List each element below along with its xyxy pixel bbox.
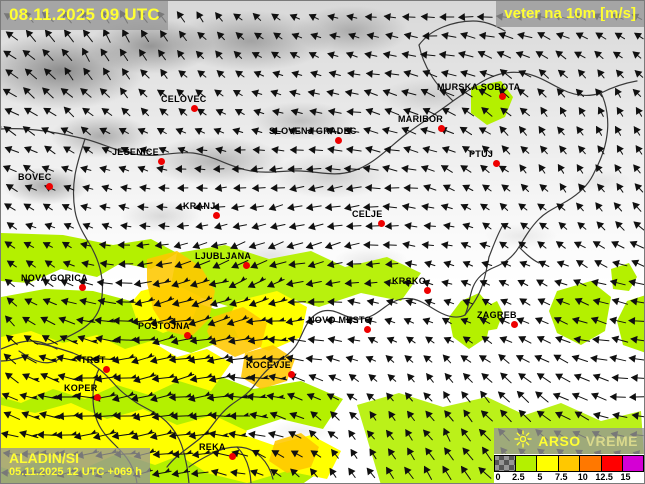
arso-vreme-logo[interactable]: ARSO VREME <box>494 428 644 454</box>
city-label: KOCEVJE <box>246 360 292 370</box>
city-dot-icon <box>335 137 342 144</box>
colorbar-swatch <box>515 455 538 472</box>
colorbar-swatch <box>494 455 516 472</box>
city-label: CELOVEC <box>161 94 207 104</box>
colorbar-swatch <box>580 455 602 472</box>
city-label: MARIBOR <box>398 114 444 124</box>
city-dot-icon <box>364 326 371 333</box>
colorbar: 0 2.5 5 7.5 10 12.5 15 <box>494 454 644 483</box>
city-label: CELJE <box>352 209 383 219</box>
colorbar-swatch <box>558 455 581 472</box>
colorbar-tick-label: 0 <box>495 472 501 482</box>
city-label: REKA <box>199 442 226 452</box>
colorbar-swatch <box>601 455 624 472</box>
colorbar-tick-label: 10 <box>577 472 588 482</box>
colorbar-tick-label: 12.5 <box>595 472 613 482</box>
city-dot-icon <box>288 371 295 378</box>
city-label: PTUJ <box>469 149 494 159</box>
sun-icon <box>514 429 532 453</box>
city-dot-icon <box>511 321 518 328</box>
city-dot-icon <box>103 366 110 373</box>
brand-arso: ARSO <box>538 433 581 449</box>
city-label: NOVO MESTO <box>308 315 372 325</box>
city-label: KOPER <box>64 383 98 393</box>
colorbar-swatch <box>623 455 644 472</box>
sun-icon-svg <box>514 429 532 448</box>
city-label: KRSKO <box>392 276 427 286</box>
city-label: ZAGREB <box>477 310 517 320</box>
city-dot-icon <box>46 183 53 190</box>
city-dot-icon <box>191 105 198 112</box>
map-title: veter na 10m [m/s] <box>496 1 644 27</box>
colorbar-swatch <box>537 455 559 472</box>
city-label: TRST <box>81 355 106 365</box>
city-label: POSTOJNA <box>138 321 190 331</box>
colorbar-frame <box>494 455 644 472</box>
city-dot-icon <box>438 125 445 132</box>
colorbar-tick-label: 7.5 <box>555 472 568 482</box>
city-label: JESENICE <box>112 147 159 157</box>
colorbar-tick-label: 2.5 <box>512 472 525 482</box>
city-label: NOVA GORICA <box>21 273 88 283</box>
city-dot-icon <box>184 332 191 339</box>
city-dot-icon <box>243 262 250 269</box>
colorbar-tick-label: 5 <box>537 472 543 482</box>
city-dot-icon <box>158 158 165 165</box>
model-info-box: ALADIN/SI 05.11.2025 12 UTC +069 h <box>1 448 151 483</box>
city-dot-icon <box>493 160 500 167</box>
city-dot-icon <box>94 394 101 401</box>
brand-vreme: VREME <box>585 433 638 449</box>
city-label: KRANJ <box>183 201 216 211</box>
city-dot-icon <box>378 220 385 227</box>
city-dot-icon <box>213 212 220 219</box>
colorbar-tick-label: 15 <box>620 472 631 482</box>
city-dot-icon <box>499 93 506 100</box>
city-dot-icon <box>424 287 431 294</box>
colorbar-ticks: 0 2.5 5 7.5 10 12.5 15 <box>494 472 644 483</box>
city-dot-icon <box>229 453 236 460</box>
city-label: MURSKA SOBOTA <box>437 82 521 92</box>
city-label: BOVEC <box>18 172 52 182</box>
city-dot-icon <box>79 284 86 291</box>
model-run: 05.11.2025 12 UTC +069 h <box>9 466 143 478</box>
city-label: SLOVENJ GRADEC <box>269 126 357 136</box>
colorbar-swatches <box>494 455 644 472</box>
valid-timestamp: 08.11.2025 09 UTC <box>1 1 168 30</box>
city-label: LJUBLJANA <box>195 251 252 261</box>
model-name: ALADIN/SI <box>9 450 79 466</box>
